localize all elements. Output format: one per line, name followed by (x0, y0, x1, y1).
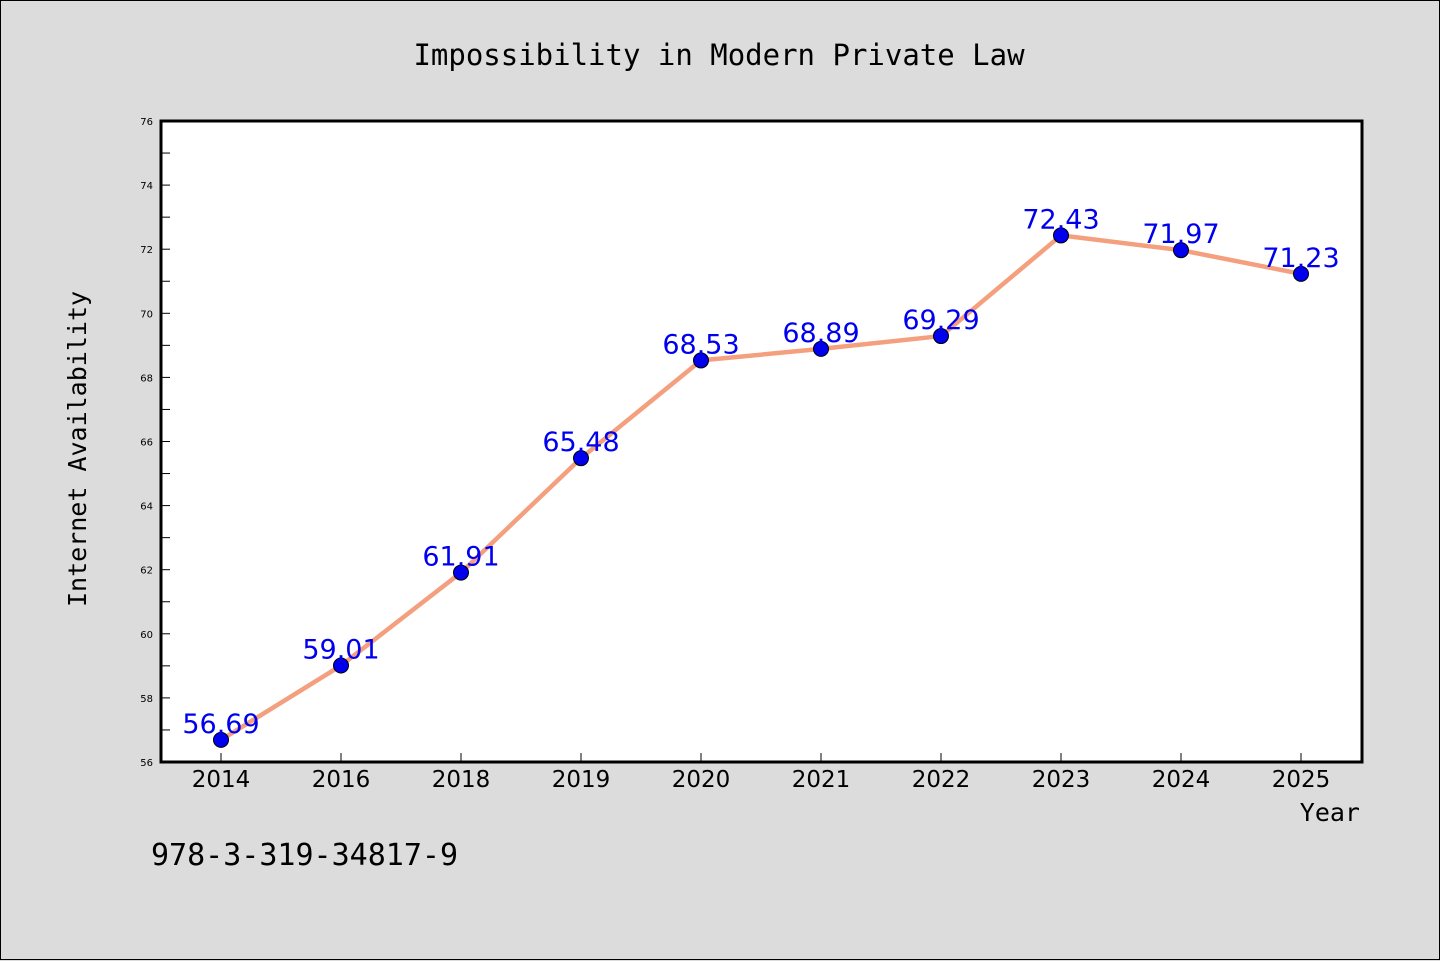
y-tick-label: 70 (140, 309, 153, 320)
data-label: 61.91 (422, 542, 499, 573)
data-label: 68.53 (662, 329, 739, 360)
x-tick-label: 2023 (1032, 767, 1091, 793)
y-tick-label: 60 (140, 630, 153, 641)
x-tick-label: 2016 (312, 767, 371, 793)
data-point (1173, 242, 1189, 259)
y-tick-label: 74 (140, 181, 153, 192)
data-label: 59.01 (302, 635, 379, 666)
data-point (213, 731, 229, 748)
series-line (219, 233, 1302, 742)
data-label: 68.89 (782, 318, 859, 349)
x-tick-label: 2020 (672, 767, 731, 793)
y-tick-label: 66 (140, 438, 153, 449)
x-tick-label: 2018 (432, 767, 491, 793)
x-tick-label: 2021 (792, 767, 851, 793)
x-tick-label: 2014 (192, 767, 251, 793)
y-axis-label: Internet Availability (63, 291, 92, 607)
data-point (333, 657, 349, 674)
data-label: 71.23 (1262, 243, 1339, 274)
x-tick-label: 2019 (552, 767, 611, 793)
series-layer: 56.69 59.01 61.91 65.48 68.53 68.89 69.29 72.43… (182, 204, 1340, 748)
y-tick-label: 62 (140, 566, 153, 577)
data-label: 71.97 (1142, 219, 1219, 250)
x-tick-label: 2022 (912, 767, 971, 793)
y-tick-label: 76 (140, 117, 153, 128)
y-tick-label: 56 (140, 758, 153, 769)
data-label: 72.43 (1022, 204, 1099, 235)
y-tick-label: 58 (140, 694, 153, 705)
chart-title: Impossibility in Modern Private Law (413, 38, 1025, 72)
data-point (1053, 227, 1069, 244)
x-tick-label: 2025 (1272, 767, 1331, 793)
data-point (813, 340, 829, 357)
data-point (933, 328, 949, 345)
isbn-footnote: 978-3-319-34817-9 (151, 838, 458, 873)
data-label: 65.48 (542, 427, 619, 458)
data-point (1293, 265, 1309, 282)
x-axis-label: Year (1300, 798, 1360, 827)
data-point (693, 352, 709, 369)
y-tick-label: 72 (140, 245, 153, 256)
y-tick-label: 68 (140, 373, 153, 384)
y-axis: 56 58 60 62 64 66 68 70 72 74 76 (140, 117, 170, 769)
x-tick-label: 2024 (1152, 767, 1211, 793)
data-label: 69.29 (902, 305, 979, 336)
data-point (573, 450, 589, 467)
data-label: 56.69 (182, 709, 259, 740)
plot-area (159, 119, 1364, 764)
x-axis: 2014 2016 2018 2019 2020 2021 2022 2023 2024 2025 (192, 753, 1331, 793)
data-point (453, 564, 469, 581)
y-tick-label: 64 (140, 502, 153, 513)
